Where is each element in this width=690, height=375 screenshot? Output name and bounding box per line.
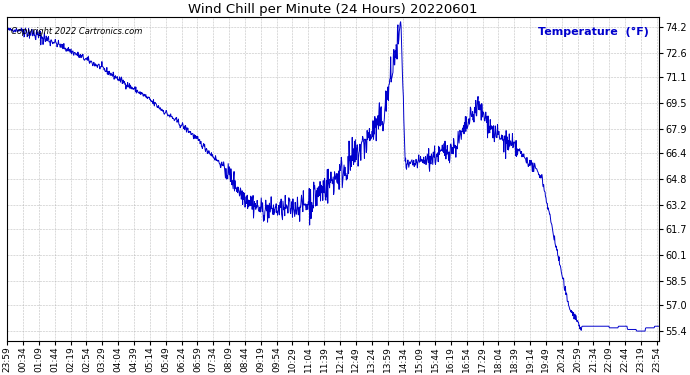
Title: Wind Chill per Minute (24 Hours) 20220601: Wind Chill per Minute (24 Hours) 2022060… (188, 3, 477, 16)
Text: Copyright 2022 Cartronics.com: Copyright 2022 Cartronics.com (10, 27, 142, 36)
Text: Temperature  (°F): Temperature (°F) (538, 27, 649, 37)
